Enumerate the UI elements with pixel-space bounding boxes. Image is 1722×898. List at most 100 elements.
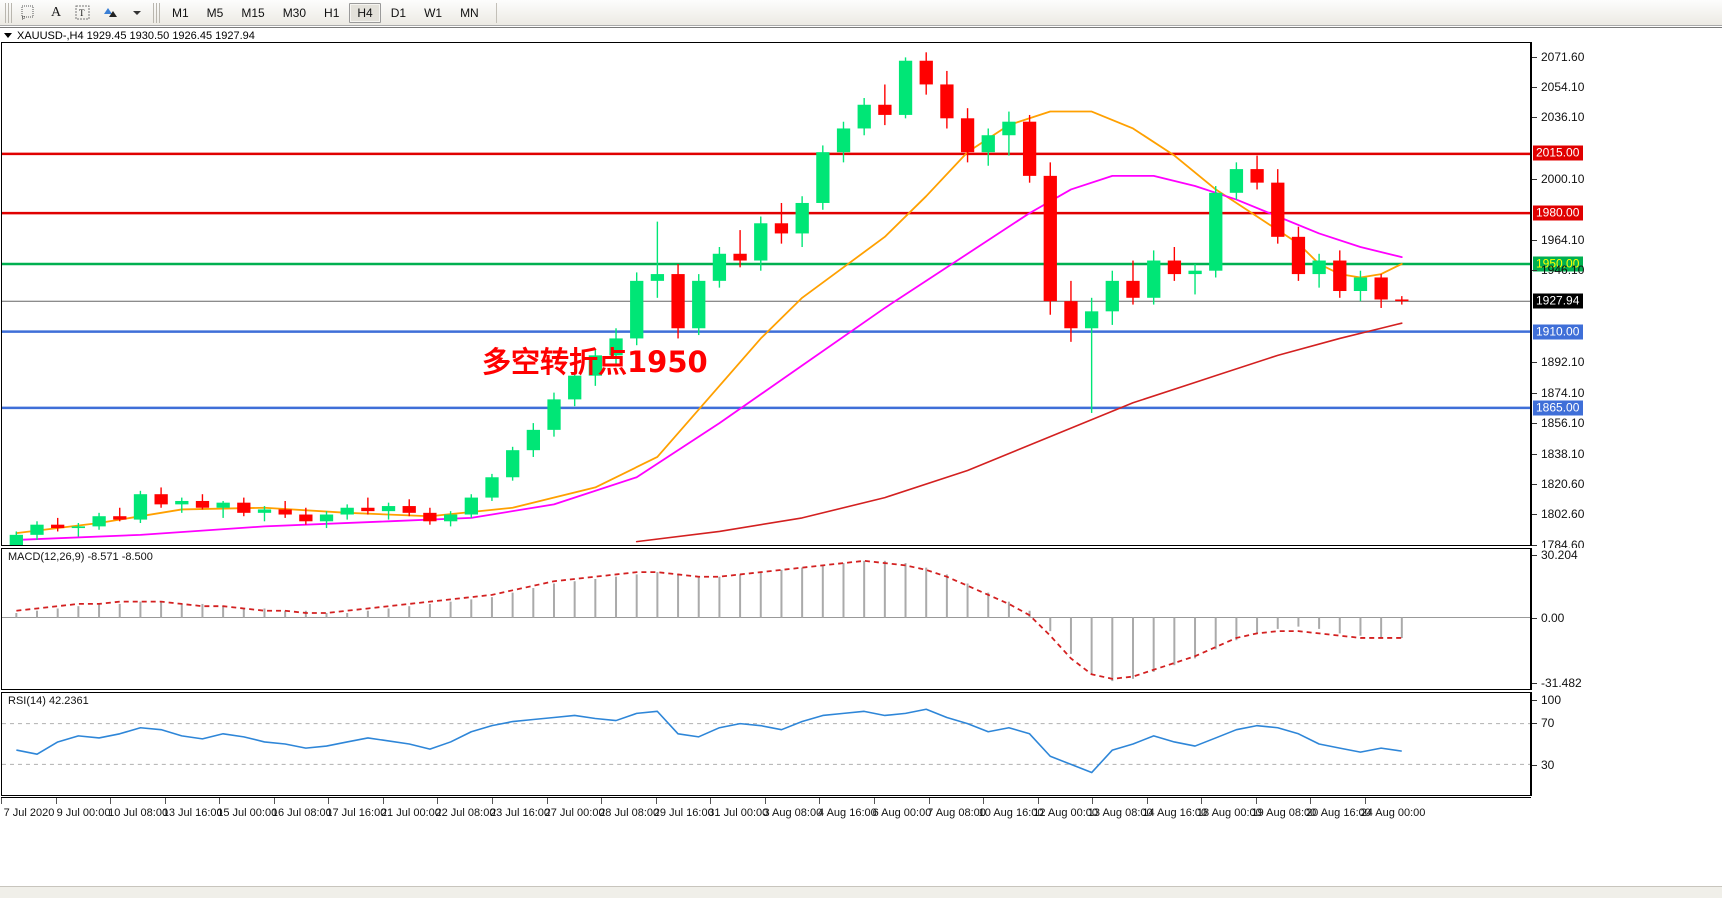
time-label-17: 7 Aug 08:00 <box>927 807 986 819</box>
time-tick-separator <box>983 798 985 804</box>
price-badge-1865-00[interactable]: 1865.00 <box>1533 400 1584 416</box>
time-label-21: 14 Aug 16:00 <box>1142 807 1208 819</box>
timeframe-m5[interactable]: M5 <box>206 5 224 20</box>
chart-toolbar: F A T M1 M5 M15 M30 H1 <box>0 0 1722 26</box>
time-label-24: 20 Aug 16:00 <box>1306 807 1371 819</box>
candlestick-plot <box>2 52 1530 545</box>
price-badge-1950-00[interactable]: 1950.00 <box>1533 256 1584 272</box>
price-badge-2015-00[interactable]: 2015.00 <box>1533 145 1584 161</box>
chart-annotation-text: 多空转折点1950 <box>482 345 708 379</box>
toolbar-drag-handle[interactable] <box>5 2 12 23</box>
time-label-2: 10 Jul 08:00 <box>108 807 169 819</box>
svg-text:F: F <box>22 16 25 21</box>
time-tick-separator <box>219 798 221 804</box>
text-box-icon[interactable]: T <box>70 2 95 24</box>
time-tick-separator <box>819 798 821 804</box>
price-tick-1874-10: 1874.10 <box>1532 386 1584 400</box>
price-badge-1980-00[interactable]: 1980.00 <box>1533 205 1584 221</box>
timeframe-m1[interactable]: M1 <box>172 5 189 20</box>
time-label-10: 27 Jul 00:00 <box>544 807 605 819</box>
symbol-ohlc-text: XAUUSD-,H4 1929.45 1930.50 1926.45 1927.… <box>17 29 255 42</box>
macd-plot <box>2 559 1530 682</box>
macd-tick-30_204: 30.204 <box>1532 548 1578 562</box>
text-label-icon[interactable]: A <box>50 4 62 20</box>
time-label-14: 3 Aug 08:00 <box>763 807 823 819</box>
time-tick-separator <box>55 798 57 804</box>
time-tick-separator <box>273 798 275 804</box>
time-label-5: 16 Jul 08:00 <box>271 807 332 819</box>
time-tick-separator <box>1365 798 1366 804</box>
svg-text:T: T <box>79 8 85 18</box>
time-axis[interactable]: 7 Jul 2020 9 Jul 00:00 10 Jul 08:00 13 Jul … <box>1 797 1531 825</box>
price-tick-2054-10: 2054.10 <box>1532 80 1584 94</box>
price-tick-2000-10: 2000.10 <box>1532 172 1584 186</box>
price-tick-2071-60: 2071.60 <box>1532 50 1584 64</box>
chart-window: XAUUSD-,H4 1929.45 1930.50 1926.45 1927.… <box>0 27 1722 898</box>
timeframe-d1[interactable]: D1 <box>390 5 407 20</box>
timeframe-m15[interactable]: M15 <box>241 5 265 20</box>
timeframe-w1[interactable]: W1 <box>424 5 443 20</box>
macd-tick-0_00: 0.00 <box>1532 611 1564 625</box>
time-tick-separator <box>928 798 930 804</box>
rsi-tick-100: 100 <box>1532 693 1561 707</box>
rsi-axis[interactable]: 100 70 30 <box>1531 692 1722 796</box>
price-tick-1838-10: 1838.10 <box>1532 447 1584 461</box>
macd-tick-_31_482: -31.482 <box>1532 676 1582 690</box>
time-label-7: 21 Jul 00:00 <box>380 807 441 819</box>
time-label-20: 13 Aug 08:00 <box>1087 807 1153 819</box>
drawings-dropdown-icon[interactable] <box>126 2 146 24</box>
price-axis[interactable]: 2071.60 2054.10 2036.10 2015.00 2000.10 1980.… <box>1531 42 1722 552</box>
price-tick-1802-60: 1802.60 <box>1532 507 1584 521</box>
macd-pane[interactable]: MACD(12,26,9) -8.571 -8.500 <box>1 548 1531 690</box>
time-label-1: 9 Jul 00:00 <box>56 807 111 819</box>
price-tick-1820-60: 1820.60 <box>1532 477 1584 491</box>
time-tick-separator <box>1310 798 1312 804</box>
time-tick-separator <box>1 798 2 804</box>
time-label-15: 4 Aug 16:00 <box>818 807 877 819</box>
time-label-9: 23 Jul 16:00 <box>490 807 550 819</box>
time-tick-separator <box>328 798 330 804</box>
time-tick-separator <box>546 798 548 804</box>
price-badge-1910-00[interactable]: 1910.00 <box>1533 324 1584 340</box>
toolbar-separator <box>495 2 497 23</box>
drawings-icon[interactable] <box>97 2 124 24</box>
rsi-tick-70: 70 <box>1532 716 1554 730</box>
price-badge-1927-94[interactable]: 1927.94 <box>1533 293 1584 309</box>
time-tick-separator <box>492 798 494 804</box>
time-tick-separator <box>601 798 603 804</box>
time-tick-separator <box>710 798 712 804</box>
timeframe-h1[interactable]: H1 <box>324 5 340 20</box>
symbol-info-bar: XAUUSD-,H4 1929.45 1930.50 1926.45 1927.… <box>0 28 1722 43</box>
time-label-6: 17 Jul 16:00 <box>326 807 387 819</box>
time-label-25: 24 Aug 00:00 <box>1360 807 1426 819</box>
price-tick-1892-10: 1892.10 <box>1532 355 1584 369</box>
price-tick-2036-10: 2036.10 <box>1532 110 1584 124</box>
time-label-22: 18 Aug 00:00 <box>1196 807 1262 819</box>
rsi-indicator-label: RSI(14) 42.2361 <box>6 695 91 707</box>
timeframe-h4[interactable]: H4 <box>349 2 381 23</box>
timeframe-m30[interactable]: M30 <box>282 5 307 20</box>
price-pane[interactable]: 多空转折点1950 <box>1 42 1531 546</box>
time-tick-separator <box>110 798 112 804</box>
time-tick-separator <box>1037 798 1039 804</box>
time-label-11: 28 Jul 08:00 <box>599 807 660 819</box>
time-tick-separator <box>437 798 439 804</box>
time-label-18: 10 Aug 16:00 <box>978 807 1044 819</box>
price-tick-1856-10: 1856.10 <box>1532 416 1584 430</box>
timeframe-group: M1 M5 M15 M30 H1 H4 D1 W1 MN <box>163 2 488 23</box>
time-tick-separator <box>1201 798 1203 804</box>
time-label-8: 22 Jul 08:00 <box>435 807 496 819</box>
chevron-down-icon[interactable] <box>4 33 12 38</box>
time-label-19: 12 Aug 00:00 <box>1033 807 1099 819</box>
crosshair-icon[interactable]: F <box>16 2 42 24</box>
time-label-12: 29 Jul 16:00 <box>653 807 714 819</box>
macd-axis[interactable]: 30.204 0.00 -31.482 <box>1531 548 1722 690</box>
price-tick-1946-10: 1946.10 <box>1532 263 1584 277</box>
time-tick-separator <box>873 798 875 804</box>
time-tick-separator <box>1146 798 1148 804</box>
timeframe-mn[interactable]: MN <box>460 5 479 20</box>
time-tick-separator <box>1092 798 1094 804</box>
rsi-pane[interactable]: RSI(14) 42.2361 <box>1 692 1531 796</box>
time-tick-separator <box>382 798 384 804</box>
timeframe-group-drag-handle[interactable] <box>153 2 160 23</box>
